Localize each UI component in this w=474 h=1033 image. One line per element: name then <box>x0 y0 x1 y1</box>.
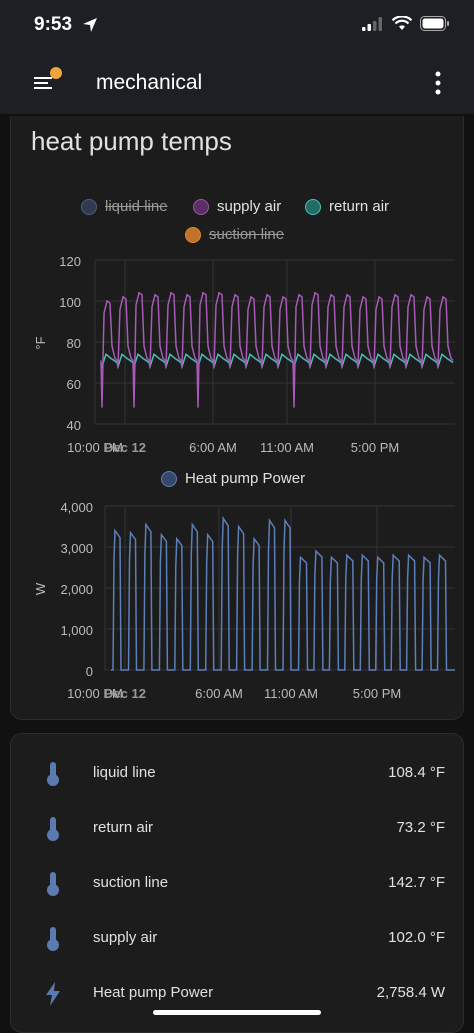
thermometer-icon <box>47 762 59 786</box>
temp-x-tick: 10:00 PM <box>67 440 123 455</box>
entity-name: liquid line <box>93 764 156 781</box>
legend-dot <box>185 226 201 243</box>
history-card: heat pump temps liquid line supply air r… <box>10 116 464 720</box>
legend-label: supply air <box>217 198 282 215</box>
status-time: 9:53 <box>34 14 73 35</box>
power-x-tick: 6:00 AM <box>195 686 243 701</box>
location-arrow-icon <box>83 18 97 32</box>
temp-x-tick: Dec 12 <box>104 440 146 455</box>
entity-row-return-air[interactable]: return air 73.2 °F <box>11 802 465 857</box>
power-y-tick: 2,000 <box>60 582 93 597</box>
power-x-tick: 11:00 AM <box>264 686 318 701</box>
temp-x-tick: 5:00 PM <box>351 440 399 455</box>
legend-dot <box>161 470 177 487</box>
notification-badge <box>50 67 62 79</box>
temp-x-tick: 6:00 AM <box>189 440 237 455</box>
entity-row-supply-air[interactable]: supply air 102.0 °F <box>11 912 465 967</box>
legend-label: Heat pump Power <box>185 470 306 487</box>
battery-icon <box>420 16 449 31</box>
temp-x-tick: 11:00 AM <box>260 440 314 455</box>
thermometer-icon <box>47 817 59 841</box>
flash-icon <box>46 982 60 1006</box>
legend-label: liquid line <box>105 198 168 215</box>
legend-dot <box>305 198 321 215</box>
status-bar: 9:53 <box>0 0 474 52</box>
entity-row-heat-pump-power[interactable]: Heat pump Power 2,758.4 W <box>11 967 465 1022</box>
power-y-tick: 0 <box>86 664 93 679</box>
entity-value: 102.0 °F <box>388 929 445 946</box>
app-bar: mechanical <box>0 52 474 114</box>
menu-icon <box>34 77 52 89</box>
home-indicator <box>153 1010 321 1015</box>
legend-item-suction-line[interactable]: suction line <box>185 226 284 243</box>
wifi-icon <box>392 16 412 30</box>
power-y-tick: 3,000 <box>60 541 93 556</box>
entity-name: supply air <box>93 929 158 946</box>
temp-y-axis-unit: °F <box>33 336 48 349</box>
series-line-supply-air <box>100 291 454 408</box>
temp-y-tick: 80 <box>67 336 81 351</box>
menu-button[interactable] <box>26 66 62 98</box>
more-options-icon[interactable] <box>432 70 444 96</box>
legend-dot <box>81 198 97 215</box>
cellular-signal-icon <box>362 16 382 31</box>
entities-card: liquid line 108.4 °F return air 73.2 °F … <box>10 733 464 1033</box>
entity-name: return air <box>93 819 154 836</box>
power-y-tick: 4,000 <box>60 500 93 515</box>
power-x-tick: Dec 12 <box>104 686 146 701</box>
entity-value: 108.4 °F <box>388 764 445 781</box>
power-x-tick: 10:00 PM <box>67 686 123 701</box>
temp-y-tick: 100 <box>59 295 81 310</box>
temp-y-tick: 40 <box>67 418 81 433</box>
temp-chart: °F 120 100 80 60 40 10:00 PM Dec 12 6:00… <box>33 254 455 455</box>
entity-name: Heat pump Power <box>93 984 214 1001</box>
entity-name: suction line <box>93 874 169 891</box>
power-x-tick: 5:00 PM <box>353 686 401 701</box>
page-title: mechanical <box>96 71 203 94</box>
legend-item-liquid-line[interactable]: liquid line <box>81 198 168 215</box>
entity-row-liquid-line[interactable]: liquid line 108.4 °F <box>11 747 465 802</box>
legend-item-heat-pump-power[interactable]: Heat pump Power <box>161 470 305 487</box>
legend-label: return air <box>329 198 390 215</box>
series-line-heat-pump-power <box>111 515 455 671</box>
temp-y-tick: 120 <box>59 254 81 269</box>
power-y-tick: 1,000 <box>60 623 93 638</box>
legend-item-return-air[interactable]: return air <box>305 198 389 215</box>
entity-value: 2,758.4 W <box>376 984 445 1001</box>
entity-value: 142.7 °F <box>388 874 445 891</box>
status-icons <box>362 16 450 31</box>
entity-value: 73.2 °F <box>396 819 445 836</box>
legend-dot <box>193 198 209 215</box>
legend-item-supply-air[interactable]: supply air <box>193 198 281 215</box>
thermometer-icon <box>47 872 59 896</box>
temp-y-tick: 60 <box>67 377 81 392</box>
legend-label: suction line <box>209 226 285 243</box>
card-title: heat pump temps <box>31 126 232 156</box>
power-y-axis-unit: W <box>33 582 48 595</box>
thermometer-icon <box>47 927 59 951</box>
entity-row-suction-line[interactable]: suction line 142.7 °F <box>11 857 465 912</box>
power-chart: W 4,000 3,000 2,000 1,000 0 10:00 PM Dec… <box>33 500 455 701</box>
